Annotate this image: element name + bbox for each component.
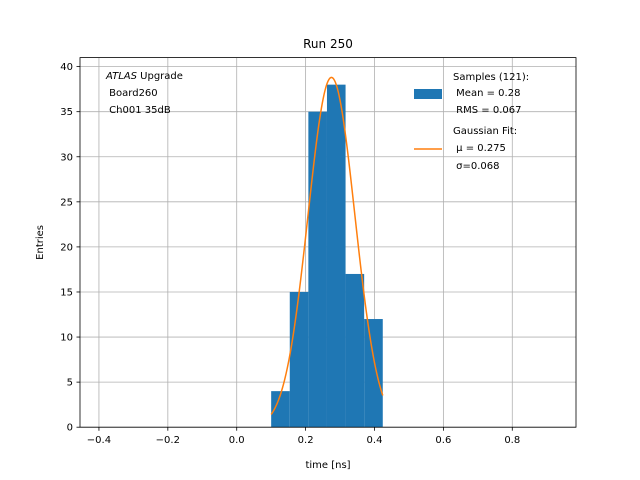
annotation-line-2: Board260 — [106, 88, 158, 99]
chart-title: Run 250 — [303, 37, 353, 51]
x-tick-label-1: −0.2 — [156, 435, 180, 446]
x-axis-label: time [ns] — [305, 460, 350, 471]
y-tick-label-3: 15 — [60, 287, 73, 298]
legend-samples-line-2: Mean = 0.28 — [453, 88, 520, 99]
x-tick-label-3: 0.2 — [298, 435, 314, 446]
legend-fit-line-1: Gaussian Fit: — [453, 126, 517, 137]
legend-samples-line-3: RMS = 0.067 — [453, 105, 521, 116]
histogram-bar-3 — [326, 84, 346, 428]
histogram-bars — [271, 84, 383, 428]
histogram-bar-5 — [364, 319, 383, 428]
x-tick-label-5: 0.6 — [435, 435, 451, 446]
x-axis-ticks: −0.4 −0.2 0.0 0.2 0.4 0.6 0.8 — [87, 427, 520, 446]
legend-samples-line-1: Samples (121): — [453, 72, 529, 83]
legend-samples-patch — [414, 89, 442, 99]
annotation-suffix: Upgrade — [137, 71, 183, 82]
atlas-annotation: ATLAS Upgrade Board260 Ch001 35dB — [105, 71, 183, 116]
gaussian-fit-curve — [270, 76, 384, 415]
plot-frame — [79, 57, 577, 428]
y-tick-label-2: 10 — [60, 333, 73, 344]
annotation-line-1: ATLAS Upgrade — [105, 71, 183, 82]
y-tick-label-5: 25 — [60, 197, 73, 208]
x-tick-label-6: 0.8 — [504, 435, 520, 446]
y-axis-ticks: 0 5 10 15 20 25 30 35 40 — [60, 62, 80, 434]
x-tick-label-4: 0.4 — [367, 435, 383, 446]
y-tick-label-7: 35 — [60, 107, 73, 118]
y-axis-label: Entries — [35, 225, 46, 260]
x-tick-label-2: 0.0 — [229, 435, 245, 446]
histogram-bar-2 — [308, 111, 327, 428]
y-tick-label-6: 30 — [60, 152, 73, 163]
y-tick-label-0: 0 — [67, 423, 73, 434]
y-tick-label-4: 20 — [60, 242, 73, 253]
histogram-bar-1 — [289, 291, 309, 428]
annotation-italic: ATLAS — [105, 71, 138, 82]
histogram-bar-0 — [271, 391, 290, 428]
annotation-line-3: Ch001 35dB — [106, 105, 171, 116]
histogram-bar-4 — [345, 273, 365, 428]
y-tick-label-1: 5 — [67, 378, 73, 389]
y-tick-label-8: 40 — [60, 62, 73, 73]
legend: Samples (121): Mean = 0.28 RMS = 0.067 G… — [414, 72, 529, 172]
x-tick-label-0: −0.4 — [87, 435, 111, 446]
legend-fit-line-3: σ=0.068 — [453, 161, 500, 172]
legend-fit-line-2: μ = 0.275 — [453, 143, 506, 154]
